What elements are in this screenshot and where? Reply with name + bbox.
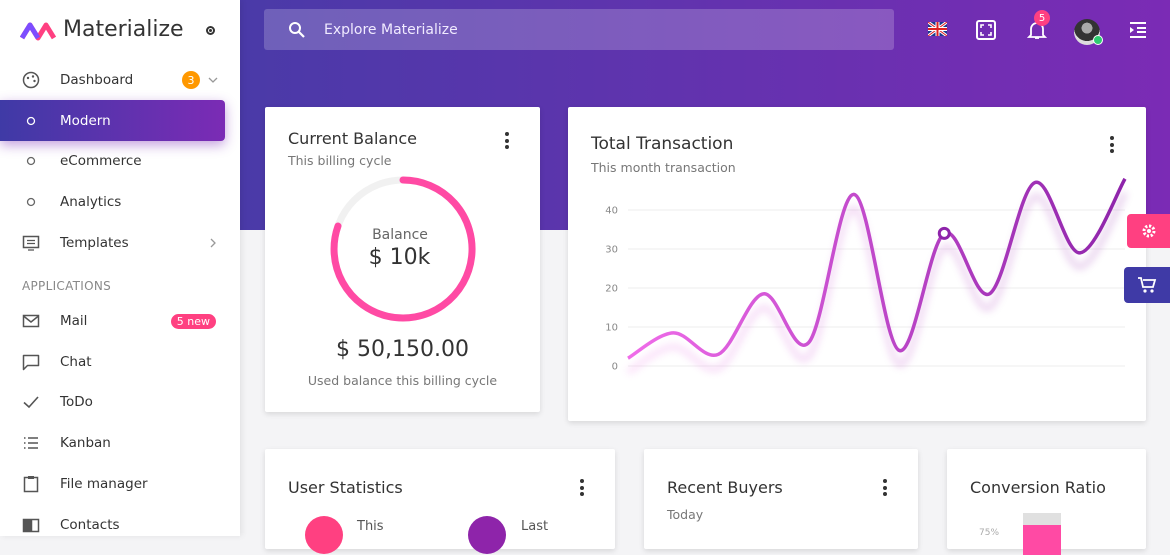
y-tick-label: 20 — [605, 284, 618, 295]
card-title: Recent Buyers — [667, 478, 783, 497]
nav-label: Kanban — [60, 435, 111, 451]
nav-item[interactable]: Templates — [0, 223, 240, 263]
balance-ring — [330, 176, 476, 322]
icon — [22, 354, 40, 371]
card-subtitle: This month transaction — [591, 160, 736, 175]
nav-label: ToDo — [60, 394, 93, 410]
badge: 3 — [182, 71, 200, 89]
nav-item[interactable]: Mail 5 new — [0, 301, 240, 341]
stat-label: This — [357, 519, 384, 534]
icon — [24, 437, 38, 449]
transaction-card: Total Transaction This month transaction… — [568, 107, 1146, 421]
sidebar: Materialize Dashboard 3 Modern eCommerce… — [0, 0, 240, 536]
icon — [26, 156, 36, 166]
icon — [22, 518, 40, 533]
nav-label: Templates — [60, 235, 129, 251]
icon — [23, 396, 39, 409]
card-title: Total Transaction — [591, 134, 734, 154]
bar — [1023, 525, 1061, 555]
card-subtitle: This billing cycle — [288, 153, 392, 168]
balance-card: Current Balance This billing cycle Balan… — [265, 107, 540, 412]
nav-item[interactable]: eCommerce — [0, 141, 240, 181]
more-menu[interactable] — [505, 132, 509, 152]
y-tick-label: 0 — [612, 362, 618, 373]
fullscreen-icon[interactable] — [975, 19, 997, 41]
icon — [26, 197, 36, 207]
badge: 5 new — [170, 313, 216, 329]
card-subtitle: Today — [667, 507, 704, 522]
nav-item[interactable]: Contacts — [0, 505, 240, 545]
more-menu[interactable] — [580, 479, 584, 499]
icon — [22, 314, 40, 328]
nav-label: Modern — [60, 112, 111, 129]
nav-item[interactable]: Kanban — [0, 423, 240, 463]
brand-logo — [20, 22, 56, 41]
ring-value: $ 10k — [368, 245, 431, 270]
y-tick-label: 10 — [605, 323, 618, 334]
stat-label: Last — [521, 519, 549, 534]
icon — [22, 71, 40, 89]
search-bar[interactable]: Explore Materialize — [264, 9, 894, 50]
nav-label: eCommerce — [60, 153, 142, 169]
search-placeholder: Explore Materialize — [324, 21, 458, 38]
y-tick-label: 40 — [605, 206, 618, 217]
nav-item[interactable]: Chat — [0, 342, 240, 382]
sidebar-toggle[interactable] — [206, 26, 215, 35]
line-shadow — [626, 191, 1128, 375]
nav-label: Contacts — [60, 517, 120, 533]
icon — [22, 235, 40, 251]
this-icon — [305, 516, 343, 554]
language-flag[interactable] — [928, 22, 947, 36]
menu-icon[interactable] — [1128, 20, 1148, 40]
more-menu[interactable] — [1110, 136, 1114, 156]
section-label: APPLICATIONS — [22, 279, 112, 293]
card-title: Conversion Ratio — [970, 478, 1106, 497]
highlight-point — [937, 226, 951, 240]
conversion-card: Conversion Ratio 75% — [947, 449, 1146, 555]
balance-caption: Used balance this billing cycle — [307, 373, 498, 388]
y-tick-label: 30 — [605, 245, 618, 256]
search-icon — [289, 21, 305, 38]
chevron — [210, 238, 216, 248]
recent-buyers-card: Recent Buyers Today — [644, 449, 918, 549]
transaction-chart: 0 10 20 30 40 — [605, 177, 1128, 375]
settings-button[interactable] — [1127, 214, 1170, 248]
more-menu[interactable] — [883, 479, 887, 499]
user-stats-card: User Statistics This Last — [265, 449, 615, 554]
nav-item[interactable]: ToDo — [0, 382, 240, 422]
nav-item[interactable]: Dashboard 3 — [0, 60, 240, 100]
nav-item[interactable]: Analytics — [0, 182, 240, 222]
notification-badge: 5 — [1034, 10, 1050, 26]
nav-item-active[interactable]: Modern — [0, 100, 225, 141]
nav-label: Mail — [60, 313, 88, 329]
card-title: Current Balance — [288, 129, 417, 148]
cart-icon — [1138, 277, 1157, 293]
balance-amount: $ 50,150.00 — [336, 337, 469, 362]
last-icon — [468, 516, 506, 554]
gear-icon — [1142, 224, 1155, 238]
chevron — [208, 77, 218, 83]
icon — [23, 476, 39, 493]
ring-label: Balance — [372, 227, 428, 243]
brand-name: Materialize — [63, 17, 184, 42]
axis-label: 75% — [979, 528, 1000, 538]
nav-label: File manager — [60, 476, 148, 492]
nav-label: Chat — [60, 354, 92, 370]
line — [627, 177, 1127, 360]
nav-item[interactable]: File manager — [0, 464, 240, 504]
cart-button[interactable] — [1124, 267, 1170, 303]
nav-label: Analytics — [60, 194, 122, 210]
online-status — [1093, 35, 1103, 45]
icon — [26, 116, 36, 125]
nav-label: Dashboard — [60, 72, 134, 88]
bar-background — [1023, 513, 1061, 525]
card-title: User Statistics — [288, 478, 403, 497]
